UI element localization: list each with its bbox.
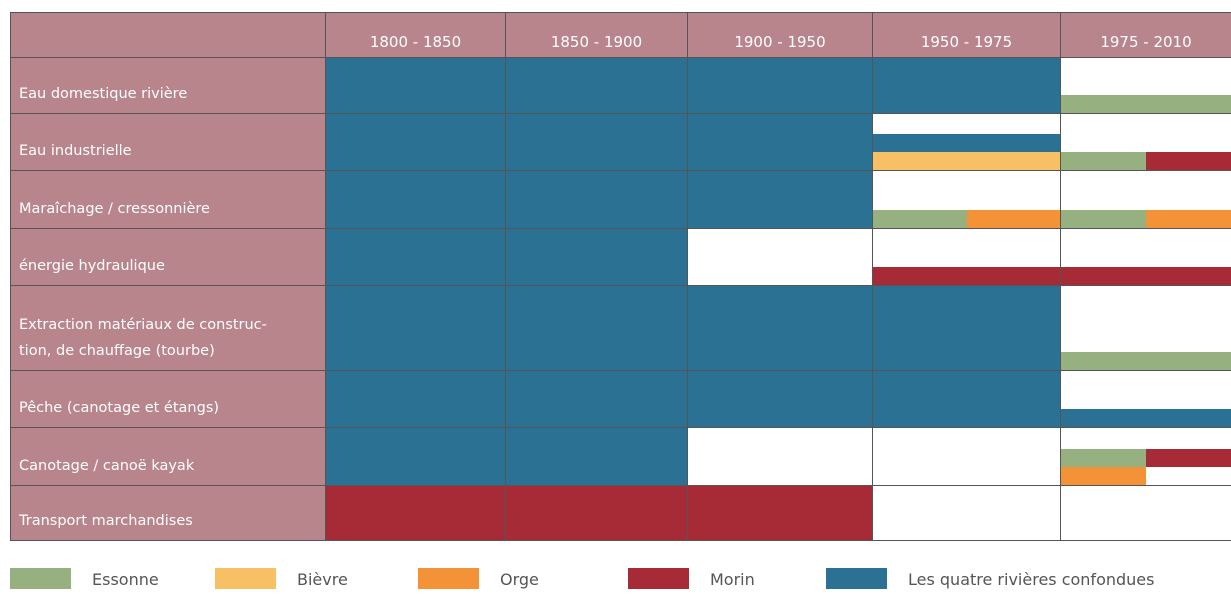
- bar-segment: [1061, 467, 1146, 485]
- cell: [687, 170, 873, 229]
- legend-label: Morin: [710, 570, 755, 589]
- cell: [1060, 485, 1231, 541]
- bar-segment: [1061, 409, 1231, 427]
- column-header: 1975 - 2010: [1060, 12, 1231, 58]
- row-label: Transport marchandises: [10, 485, 326, 541]
- bar-segment: [1061, 449, 1146, 467]
- cell: [505, 228, 688, 286]
- bar-segment: [873, 134, 1060, 152]
- bar-segment: [1061, 152, 1146, 170]
- column-header: 1800 - 1850: [325, 12, 506, 58]
- cell: [325, 285, 506, 371]
- column-header: 1900 - 1950: [687, 12, 873, 58]
- cell: [325, 485, 506, 541]
- header-cell: [10, 12, 326, 58]
- bar-segment: [873, 210, 967, 228]
- legend-label: Les quatre rivières confondues: [908, 570, 1155, 589]
- cell: [505, 370, 688, 428]
- cell: [505, 485, 688, 541]
- legend-label: Essonne: [92, 570, 159, 589]
- legend-swatch: [418, 568, 479, 589]
- cell: [872, 370, 1061, 428]
- cell: [687, 228, 873, 286]
- bar-segment: [1061, 352, 1231, 370]
- cell: [687, 427, 873, 486]
- cell: [325, 170, 506, 229]
- cell: [325, 57, 506, 114]
- bar-segment: [1061, 95, 1231, 113]
- cell: [872, 427, 1061, 486]
- cell: [505, 170, 688, 229]
- bar-segment: [1146, 449, 1231, 467]
- row-label: énergie hydraulique: [10, 228, 326, 286]
- row-label: Extraction matériaux de construc- tion, …: [10, 285, 326, 371]
- cell: [872, 485, 1061, 541]
- cell: [687, 57, 873, 114]
- column-header: 1850 - 1900: [505, 12, 688, 58]
- cell: [687, 285, 873, 371]
- cell: [505, 113, 688, 171]
- bar-segment: [873, 267, 1060, 285]
- legend-label: Orge: [500, 570, 539, 589]
- row-label: Eau domestique rivière: [10, 57, 326, 114]
- legend-swatch: [628, 568, 689, 589]
- cell: [505, 57, 688, 114]
- bar-segment: [1061, 210, 1146, 228]
- cell: [325, 427, 506, 486]
- bar-segment: [966, 210, 1060, 228]
- cell: [505, 427, 688, 486]
- row-label: Canotage / canoë kayak: [10, 427, 326, 486]
- row-label: Eau industrielle: [10, 113, 326, 171]
- cell: [325, 370, 506, 428]
- bar-segment: [1061, 267, 1231, 285]
- row-label: Pêche (canotage et étangs): [10, 370, 326, 428]
- cell: [505, 285, 688, 371]
- legend-swatch: [826, 568, 887, 589]
- cell: [687, 370, 873, 428]
- bar-segment: [1146, 152, 1231, 170]
- cell: [687, 485, 873, 541]
- cell: [325, 228, 506, 286]
- legend-swatch: [10, 568, 71, 589]
- legend-label: Bièvre: [297, 570, 348, 589]
- bar-segment: [873, 152, 1060, 170]
- row-label: Maraîchage / cressonnière: [10, 170, 326, 229]
- cell: [872, 285, 1061, 371]
- legend-swatch: [215, 568, 276, 589]
- column-header: 1950 - 1975: [872, 12, 1061, 58]
- cell: [325, 113, 506, 171]
- cell: [687, 113, 873, 171]
- cell: [872, 57, 1061, 114]
- bar-segment: [1146, 210, 1231, 228]
